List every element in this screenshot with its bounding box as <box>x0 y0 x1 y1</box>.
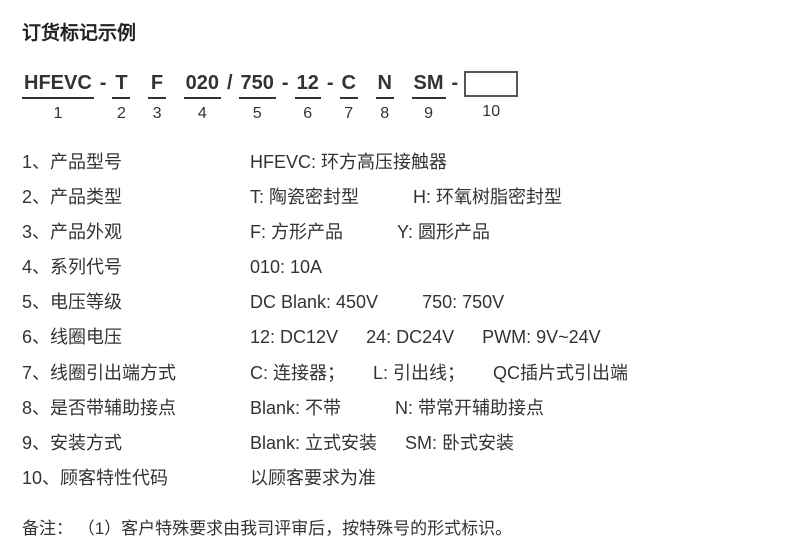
segment-text: N <box>376 71 394 99</box>
segment-10: 10 <box>464 71 518 121</box>
legend-label: 2、产品类型 <box>22 180 250 215</box>
legend-row: 6、线圈电压12: DC12V 24: DC24V PWM: 9V~24V <box>22 320 766 355</box>
segment-box-empty <box>464 71 518 97</box>
legend-value-item: 750: 750V <box>422 285 504 320</box>
legend-value-item: QC插片式引出端 <box>493 356 628 391</box>
segment-index: 5 <box>253 105 262 123</box>
segment-text: HFEVC <box>22 71 94 99</box>
segment-5: 750 5 <box>239 71 276 123</box>
ordering-code-row: HFEVC 1 - T 2 F 3 020 4 / 750 5 - 12 6 -… <box>22 71 766 123</box>
segment-text: 12 <box>295 71 321 99</box>
legend-label: 4、系列代号 <box>22 250 250 285</box>
segment-9: SM 9 <box>412 71 446 123</box>
legend-values: Blank: 不带 N: 带常开辅助接点 <box>250 391 766 426</box>
legend-value-item: DC Blank: 450V <box>250 285 378 320</box>
separator-dash: - <box>321 71 340 97</box>
legend-value-item: T: 陶瓷密封型 <box>250 180 359 215</box>
legend-values: 12: DC12V 24: DC24V PWM: 9V~24V <box>250 320 766 355</box>
segment-text: 750 <box>239 71 276 99</box>
legend-row: 5、电压等级DC Blank: 450V 750: 750V <box>22 285 766 320</box>
legend-row: 4、系列代号010: 10A <box>22 250 766 285</box>
legend-row: 2、产品类型T: 陶瓷密封型 H: 环氧树脂密封型 <box>22 180 766 215</box>
segment-text: T <box>112 71 130 99</box>
segment-2: T 2 <box>112 71 130 123</box>
segment-8: N 8 <box>376 71 394 123</box>
segment-index: 1 <box>53 105 62 123</box>
legend-values: 010: 10A <box>250 250 766 285</box>
legend-label: 9、安装方式 <box>22 426 250 461</box>
legend-value-item: SM: 卧式安装 <box>405 426 514 461</box>
legend-value-item: 以顾客要求为准 <box>250 461 376 496</box>
legend-values: 以顾客要求为准 <box>250 461 766 496</box>
segment-index: 6 <box>303 105 312 123</box>
segment-index: 8 <box>380 105 389 123</box>
separator-slash: / <box>221 71 239 97</box>
segment-1: HFEVC 1 <box>22 71 94 123</box>
separator-blank <box>166 71 184 97</box>
segment-index: 9 <box>424 105 433 123</box>
legend-label: 10、顾客特性代码 <box>22 461 250 496</box>
legend-values: F: 方形产品 Y: 圆形产品 <box>250 215 766 250</box>
separator-dash: - <box>446 71 465 97</box>
segment-index: 10 <box>482 103 500 121</box>
legend-label: 7、线圈引出端方式 <box>22 356 250 391</box>
page-title: 订货标记示例 <box>22 18 766 45</box>
segment-text: 020 <box>184 71 221 99</box>
legend-value-item: 12: DC12V <box>250 320 338 355</box>
legend-value-item: HFEVC: 环方高压接触器 <box>250 145 447 180</box>
legend-row: 8、是否带辅助接点Blank: 不带 N: 带常开辅助接点 <box>22 391 766 426</box>
segment-6: 12 6 <box>295 71 321 123</box>
segment-index: 2 <box>117 105 126 123</box>
legend-row: 9、安装方式Blank: 立式安装 SM: 卧式安装 <box>22 426 766 461</box>
segment-index: 7 <box>344 105 353 123</box>
separator-dash: - <box>94 71 113 97</box>
segment-text: C <box>340 71 358 99</box>
separator-dash: - <box>276 71 295 97</box>
segment-index: 4 <box>198 105 207 123</box>
legend-values: Blank: 立式安装 SM: 卧式安装 <box>250 426 766 461</box>
legend-values: DC Blank: 450V 750: 750V <box>250 285 766 320</box>
legend-values: C: 连接器； L: 引出线； QC插片式引出端 <box>250 356 766 391</box>
legend-row: 10、顾客特性代码以顾客要求为准 <box>22 461 766 496</box>
legend-value-item: PWM: 9V~24V <box>482 320 601 355</box>
legend-value-item: Y: 圆形产品 <box>397 215 490 250</box>
segment-index: 3 <box>153 105 162 123</box>
legend-values: T: 陶瓷密封型 H: 环氧树脂密封型 <box>250 180 766 215</box>
footnote: 备注： （1）客户特殊要求由我司评审后，按特殊号的形式标识。 <box>22 514 766 539</box>
legend-label: 8、是否带辅助接点 <box>22 391 250 426</box>
legend-value-item: Blank: 立式安装 <box>250 426 377 461</box>
legend-row: 7、线圈引出端方式C: 连接器； L: 引出线； QC插片式引出端 <box>22 356 766 391</box>
legend-value-item: 010: 10A <box>250 250 322 285</box>
separator-blank <box>130 71 148 97</box>
legend-row: 3、产品外观F: 方形产品 Y: 圆形产品 <box>22 215 766 250</box>
legend-label: 1、产品型号 <box>22 145 250 180</box>
legend-label: 5、电压等级 <box>22 285 250 320</box>
legend-values: HFEVC: 环方高压接触器 <box>250 145 766 180</box>
legend-label: 6、线圈电压 <box>22 320 250 355</box>
legend-value-item: L: 引出线； <box>373 356 465 391</box>
legend-row: 1、产品型号HFEVC: 环方高压接触器 <box>22 145 766 180</box>
segment-3: F 3 <box>148 71 166 123</box>
legend-list: 1、产品型号HFEVC: 环方高压接触器2、产品类型T: 陶瓷密封型 H: 环氧树… <box>22 145 766 496</box>
segment-text: F <box>148 71 166 99</box>
legend-value-item: H: 环氧树脂密封型 <box>413 180 562 215</box>
legend-value-item: 24: DC24V <box>366 320 454 355</box>
separator-blank <box>358 71 376 97</box>
segment-4: 020 4 <box>184 71 221 123</box>
legend-value-item: N: 带常开辅助接点 <box>395 391 544 426</box>
separator-blank <box>394 71 412 97</box>
legend-value-item: Blank: 不带 <box>250 391 341 426</box>
legend-label: 3、产品外观 <box>22 215 250 250</box>
legend-value-item: F: 方形产品 <box>250 215 343 250</box>
segment-7: C 7 <box>340 71 358 123</box>
segment-text: SM <box>412 71 446 99</box>
legend-value-item: C: 连接器； <box>250 356 345 391</box>
